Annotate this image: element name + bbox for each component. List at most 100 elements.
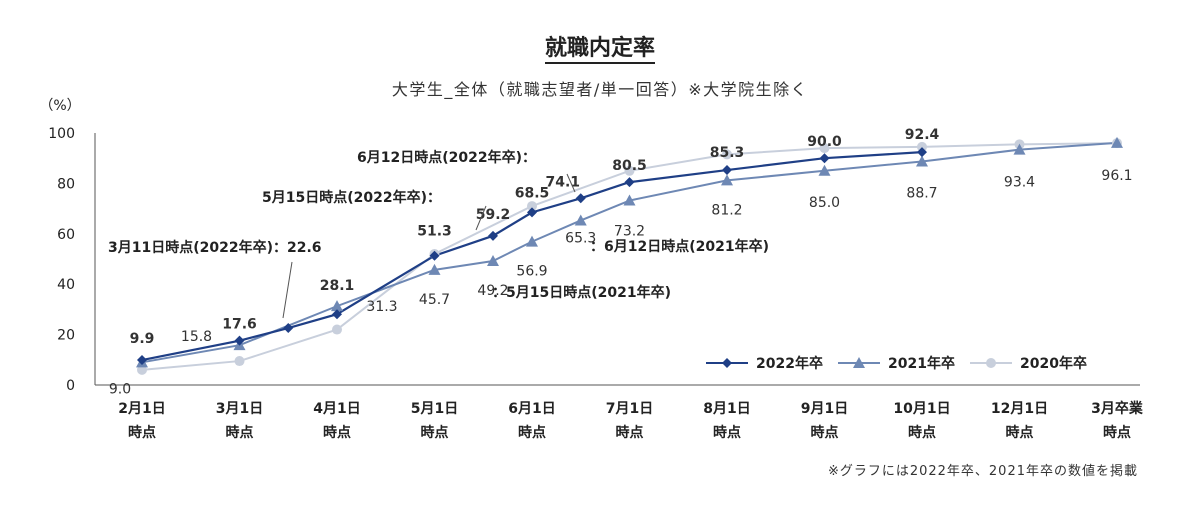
y-tick-label: 100	[48, 126, 75, 142]
annotation-jun12-2022: 6月12日時点(2022年卒)：	[357, 149, 536, 166]
data-label: 74.1	[545, 174, 580, 190]
x-tick-label: 9月1日	[801, 401, 848, 417]
point-triangle	[721, 174, 733, 186]
point-triangle	[331, 300, 343, 312]
y-axis-unit: （%）	[39, 98, 80, 114]
x-tick-label-sub: 時点	[616, 424, 644, 441]
chart-lines	[141, 141, 1118, 371]
data-label: 85.0	[809, 195, 840, 211]
chart-markers	[136, 136, 1123, 375]
x-tick-label-sub: 時点	[323, 424, 351, 441]
x-tick-label-sub: 時点	[908, 424, 936, 441]
point-triangle	[1013, 143, 1026, 155]
point-triangle	[818, 164, 831, 176]
point-circle	[624, 165, 635, 176]
x-tick-label: 8月1日	[703, 401, 750, 417]
annotation-mar11-2022: 3月11日時点(2022年卒)：22.6	[108, 239, 322, 256]
annotation-jun12-2021: ：6月12日時点(2021年卒)	[590, 238, 769, 255]
annotation-leader-mar11	[282, 261, 293, 319]
data-label: 80.5	[612, 158, 647, 174]
point-diamond	[917, 147, 927, 158]
point-circle	[332, 324, 342, 335]
point-circle	[722, 149, 732, 160]
data-label: 9.0	[109, 381, 131, 397]
point-triangle	[487, 255, 499, 267]
point-triangle	[1111, 136, 1123, 148]
x-tick-label-sub: 時点	[811, 424, 839, 441]
point-diamond	[234, 335, 245, 346]
data-label: 17.6	[222, 317, 257, 333]
point-diamond	[488, 230, 498, 241]
x-tick-label-sub: 時点	[713, 424, 741, 441]
x-tick-label: 3月1日	[216, 401, 263, 417]
x-tick-label-sub: 時点	[1103, 424, 1131, 441]
x-tick-label-sub: 時点	[226, 424, 254, 441]
point-circle	[819, 143, 830, 154]
legend-label-2022: 2022年卒	[756, 355, 823, 372]
y-tick-label: 80	[57, 176, 75, 192]
point-triangle	[428, 263, 441, 275]
data-label: 96.1	[1101, 168, 1132, 184]
x-tick-label: 6月1日	[508, 401, 555, 417]
y-tick-label: 0	[66, 378, 75, 394]
point-diamond	[137, 355, 147, 366]
data-label: 59.2	[476, 207, 511, 223]
point-triangle	[574, 214, 587, 226]
annotations: 3月11日時点(2022年卒)：22.6 5月15日時点(2022年卒)： 6月…	[108, 149, 769, 319]
data-label: 93.4	[1004, 175, 1035, 191]
chart-subtitle: 大学生_全体（就職志望者/単一回答）※大学院生除く	[391, 80, 809, 99]
x-tick-label-sub: 時点	[1006, 424, 1034, 441]
data-label: 88.7	[906, 185, 937, 201]
annotation-leader-may15	[475, 205, 487, 231]
data-label: 9.9	[130, 331, 155, 347]
x-tick-label-sub: 時点	[518, 424, 546, 441]
point-circle	[234, 356, 245, 367]
legend-marker-2020	[986, 358, 996, 368]
chart-title: 就職内定率	[0, 30, 1200, 64]
point-triangle	[916, 155, 928, 167]
y-tick-label: 60	[57, 227, 75, 243]
data-label: 73.2	[614, 224, 645, 240]
point-diamond	[429, 250, 440, 261]
data-label: 28.1	[320, 278, 355, 294]
data-label: 68.5	[515, 185, 550, 201]
data-label: 51.3	[417, 224, 452, 240]
data-label: 15.8	[181, 329, 212, 345]
x-tick-label-sub: 時点	[421, 424, 449, 441]
x-tick-label: 7月1日	[606, 401, 653, 417]
point-triangle	[623, 194, 636, 206]
data-label: 90.0	[807, 134, 842, 150]
point-diamond	[624, 177, 635, 188]
data-label: 85.3	[710, 145, 745, 161]
chart-title-text: 就職内定率	[544, 36, 655, 64]
annotation-may15-2021: ：5月15日時点(2021年卒)	[492, 284, 671, 301]
x-tick-label: 5月1日	[411, 401, 458, 417]
annotation-leader-jun12	[566, 173, 576, 193]
data-label: 49.2	[477, 283, 508, 299]
point-circle	[527, 201, 537, 212]
point-triangle	[526, 235, 538, 247]
chart-data-labels: 9.9 17.6 28.1 51.3 59.268.574.1 80.5 85.3 90.0 9…	[109, 127, 1133, 397]
x-tick-label-sub: 時点	[128, 424, 156, 441]
data-label: 56.9	[516, 264, 547, 280]
legend-label-2021: 2021年卒	[888, 355, 955, 372]
legend: 2022年卒 2021年卒 2020年卒	[706, 355, 1087, 372]
x-tick-label: 12月1日	[991, 401, 1048, 417]
point-diamond	[575, 193, 586, 204]
legend-label-2020: 2020年卒	[1020, 355, 1087, 372]
point-circle	[137, 364, 147, 375]
data-label: 65.3	[565, 230, 596, 246]
legend-marker-2022	[722, 358, 732, 368]
x-tick-label: 3月卒業	[1091, 400, 1144, 417]
data-label: 81.2	[711, 202, 742, 218]
point-diamond	[527, 207, 537, 218]
legend-marker-2021	[853, 357, 865, 368]
data-label: 45.7	[419, 292, 450, 308]
x-tick-label: 2月1日	[118, 401, 165, 417]
y-tick-label: 20	[57, 328, 75, 344]
data-label: 31.3	[366, 299, 397, 315]
point-diamond	[819, 153, 830, 164]
point-circle	[917, 141, 927, 152]
